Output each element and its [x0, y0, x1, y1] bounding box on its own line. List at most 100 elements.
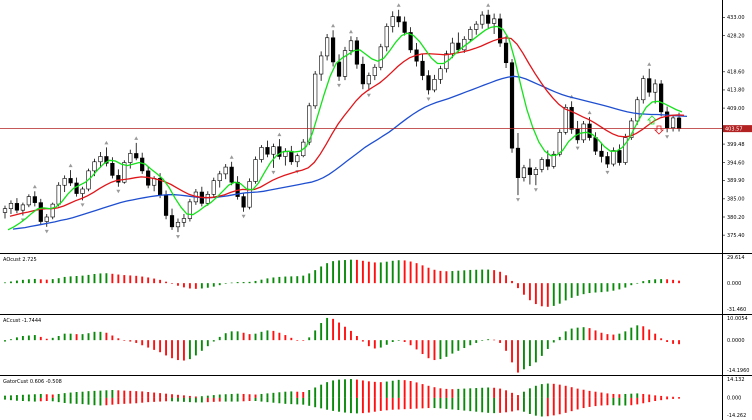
axis-label: -31.460 [727, 307, 746, 313]
ac-bar [135, 340, 138, 343]
gator-upper-bar [678, 397, 680, 398]
gator-lower-bar [206, 397, 209, 403]
gator-upper-bar [57, 393, 60, 398]
ac-bar [123, 340, 126, 341]
ao-bar [594, 283, 597, 293]
candle-body [468, 29, 473, 40]
gator-lower-bar [672, 397, 675, 399]
candle-body [92, 161, 97, 172]
gator-lower-bar [439, 397, 442, 409]
gator-upper-bar [636, 393, 639, 398]
ac-bar [212, 340, 215, 342]
ao-pane-title: AOcust 2.725 [3, 257, 37, 263]
ac-bar [242, 332, 245, 341]
gator-lower-bar [63, 397, 66, 403]
gator-lower-bar [636, 397, 639, 405]
gator-upper-bar [45, 394, 48, 398]
gator-upper-bar [326, 382, 329, 398]
gator-lower-bar [463, 397, 466, 411]
ao-bar [153, 278, 156, 284]
ac-bar [75, 334, 78, 341]
gator-upper-bar [582, 389, 585, 398]
gator-upper-bar [296, 391, 299, 398]
ao-bar [630, 283, 633, 286]
ac-bar [326, 317, 329, 341]
ao-bar [463, 270, 466, 284]
ac-bar [594, 330, 597, 341]
price-pane[interactable] [0, 3, 722, 239]
gator-upper-bar [123, 390, 126, 398]
gator-lower-bar [51, 397, 54, 402]
gator-upper-bar [194, 396, 197, 398]
candle-body [456, 42, 461, 51]
ao-bar [636, 282, 639, 284]
ao-bar [528, 283, 531, 301]
ao-bar [654, 279, 657, 284]
gator-upper-bar [499, 388, 502, 398]
ao-indicator-pane[interactable]: AOcust 2.725 29.614 0.000 -31.460 [3, 255, 746, 313]
ac-bar [415, 340, 418, 350]
gator-upper-bar [33, 394, 36, 398]
gator-upper-bar [487, 387, 490, 398]
ac-bar [433, 340, 436, 361]
ao-bar [308, 273, 311, 284]
gator-upper-bar [266, 393, 269, 398]
ac-bar [457, 340, 460, 351]
candle-body [348, 40, 354, 51]
ao-bar [570, 283, 573, 298]
gator-lower-bar [350, 397, 352, 414]
candle-body [211, 180, 216, 195]
gator-lower-bar [242, 397, 245, 402]
ac-bar [618, 333, 621, 341]
candle-body [426, 75, 431, 91]
gator-upper-bar [624, 393, 627, 398]
gator-lower-bar [15, 397, 18, 401]
gator-upper-bar [522, 391, 525, 398]
gator-indicator-pane[interactable]: GatorCust 0.606 -0.508 14.132 0.000 -14.26… [3, 377, 746, 419]
ao-bar [361, 260, 364, 284]
ac-bar [582, 327, 585, 341]
candle-body [8, 203, 14, 209]
ac-bar [69, 333, 72, 341]
gator-lower-bar [218, 397, 221, 402]
ao-bar [487, 269, 490, 284]
ao-bar [15, 280, 18, 284]
candle-body [503, 42, 509, 64]
ac-bar [302, 340, 305, 341]
candle-body [474, 23, 479, 30]
ac-bar [4, 340, 6, 342]
ao-bar [10, 281, 12, 284]
ao-bar [552, 283, 555, 306]
gator-lower-bar [194, 397, 197, 403]
ao-bar [314, 270, 317, 284]
candle-body [569, 107, 574, 130]
ao-bar [111, 273, 114, 284]
gator-upper-bar [272, 392, 275, 398]
ac-bar [475, 340, 478, 343]
price-axis[interactable]: 433.00 428.20 418.60 413.80 409.00 399.48 394.… [722, 15, 745, 239]
fractal-down-icon [605, 170, 610, 175]
gator-lower-bar [200, 397, 203, 403]
ac-bar [427, 340, 430, 359]
ao-bar [87, 274, 90, 284]
ao-bar [260, 279, 263, 284]
candle-body [122, 162, 127, 183]
axis-label: 413.80 [727, 88, 745, 94]
gator-upper-bar [409, 381, 412, 398]
ao-bar [451, 271, 454, 284]
fractal-up-icon [647, 62, 652, 66]
gator-upper-bar [600, 392, 603, 398]
candle-body [56, 184, 61, 205]
ac-bar [469, 340, 472, 346]
gator-upper-bar [588, 390, 591, 398]
ac-indicator-pane[interactable]: ACcust -1.7444 10.0054 0.0000 -14.1960 [3, 316, 749, 374]
candle-body [611, 150, 616, 165]
gator-upper-bar [570, 387, 573, 398]
candle-body [313, 73, 318, 107]
ao-bar [475, 269, 478, 284]
ac-axis: 10.0054 0.0000 -14.1960 [727, 316, 749, 374]
ac-bar [487, 339, 490, 341]
gator-lower-bar [284, 397, 287, 404]
candle-body [438, 68, 443, 80]
